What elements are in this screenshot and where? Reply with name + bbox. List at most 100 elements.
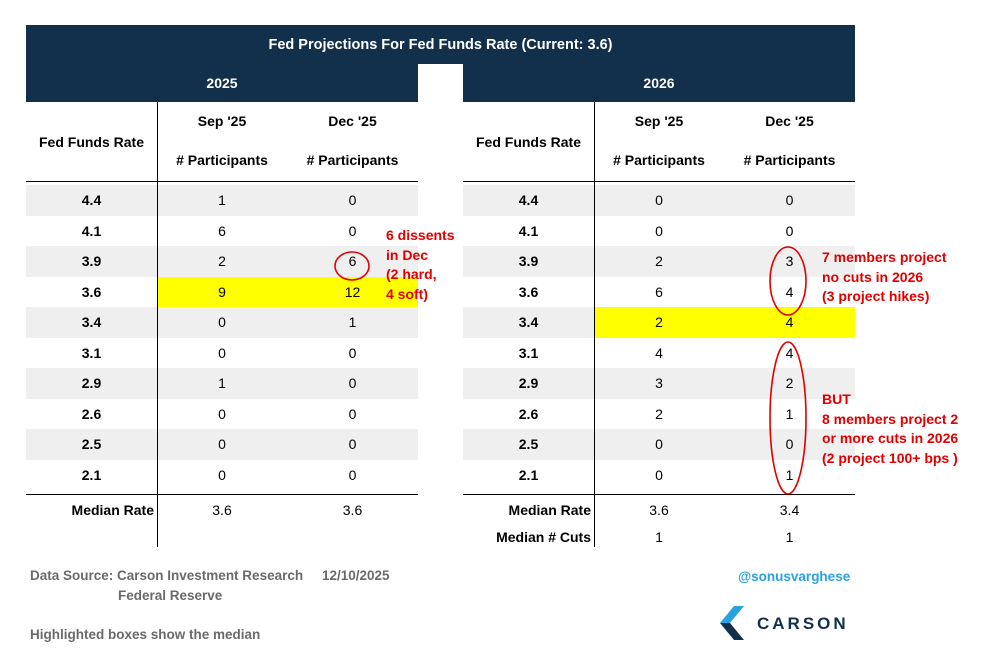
table-row: 3.1 4 4 [463,338,855,369]
rate-cell: 2.6 [81,405,102,422]
sep-month-label: Sep '25 [197,113,247,129]
median-rate-label: Median Rate [508,502,591,518]
column-divider [157,102,158,547]
median-rate-dec: 3.4 [779,502,800,518]
table-divider [26,494,418,495]
table-title: Fed Projections For Fed Funds Rate (Curr… [26,25,855,64]
column-divider [594,102,595,547]
sep-participants-cell: 3 [655,375,663,392]
dec-participants-cell: 4 [724,307,855,338]
participants-label: # Participants [743,152,836,168]
table-row: 2.1 0 1 [463,460,855,491]
median-cuts-dec: 1 [785,529,794,545]
annotation-line: 7 members project [822,249,947,265]
table-2025: Fed Funds Rate Sep '25 # Participants De… [26,102,418,552]
annotation-line: no cuts in 2026 [822,268,924,285]
annotation-line: 6 dissents [386,227,455,243]
table-row: 2.5 0 0 [463,429,855,460]
dec-participants-cell: 0 [348,405,357,422]
dec-participants-cell: 0 [785,192,794,209]
dec-participants-cell: 12 [287,276,418,307]
median-rate-dec: 3.6 [342,502,363,518]
sep-participants-cell: 1 [218,192,226,209]
median-cuts-row: Median # Cuts 1 1 [463,523,855,551]
sep-participants-cell: 4 [655,344,663,361]
no-cuts-annotation: 7 members project no cuts in 2026 (3 pro… [822,248,947,307]
rate-cell: 3.4 [518,314,539,331]
annotation-line: 8 members project 2 [822,410,959,427]
median-cuts-sep: 1 [655,529,663,545]
dec-month-label: Dec '25 [328,113,377,129]
sep-participants-cell: 1 [218,375,226,392]
annotation-line: in Dec [386,246,429,263]
rate-cell: 2.5 [81,436,102,453]
annotation-line: 4 soft) [386,285,428,302]
highlight-note: Highlighted boxes show the median [30,627,261,642]
rate-cell: 2.9 [518,375,539,392]
dec-participants-cell: 4 [785,344,794,361]
table-row: 2.9 3 2 [463,368,855,399]
rate-cell: 2.9 [81,375,102,392]
sep-participants-cell: 6 [655,283,663,300]
rate-cell: 2.5 [518,436,539,453]
table-divider [463,494,855,495]
median-rate-label: Median Rate [71,502,154,518]
sep-participants-cell: 2 [594,307,724,338]
cuts-annotation: BUT 8 members project 2 or more cuts in … [822,390,958,468]
table-row: 4.1 6 0 [26,216,418,247]
sep-participants-cell: 0 [218,344,226,361]
table-2026: Fed Funds Rate Sep '25 # Participants De… [463,102,855,552]
dec-month-label: Dec '25 [765,113,814,129]
rate-column-header: Fed Funds Rate [38,134,144,150]
year-header-2026: 2026 [463,64,855,102]
sep-participants-cell: 0 [218,466,226,483]
participants-label: # Participants [306,152,399,168]
rate-cell: 3.1 [81,344,102,361]
date-label: 12/10/2025 [322,568,390,583]
table-row: 3.9 2 6 [26,246,418,277]
dec-participants-cell: 0 [348,466,357,483]
rate-cell: 3.4 [81,314,102,331]
rate-cell: 3.9 [518,253,539,270]
dec-participants-cell: 0 [348,222,357,239]
table-2026-header: Fed Funds Rate Sep '25 # Participants De… [463,102,855,182]
carson-logo-icon [720,606,744,640]
sep-participants-cell: 0 [655,222,663,239]
median-cuts-label: Median # Cuts [496,529,591,545]
dec-participants-cell: 1 [348,314,357,331]
table-2025-header: Fed Funds Rate Sep '25 # Participants De… [26,102,418,182]
sep-participants-cell: 2 [655,253,663,270]
dec-participants-cell: 0 [348,375,357,392]
dec-participants-cell: 0 [785,222,794,239]
sep-column-header: Sep '25 # Participants [157,102,287,182]
table-row: 4.4 1 0 [26,185,418,216]
rate-cell: 3.9 [81,253,102,270]
sep-participants-cell: 2 [218,253,226,270]
rate-cell: 4.4 [518,192,539,209]
table-row: 3.9 2 3 [463,246,855,277]
table-row: 4.1 0 0 [463,216,855,247]
table-row: 3.4 0 1 [26,307,418,338]
dec-column-header: Dec '25 # Participants [724,102,855,182]
table-row: 3.4 2 4 [463,307,855,338]
sep-participants-cell: 6 [218,222,226,239]
table-row: 3.6 6 4 [463,277,855,308]
table-row: 2.9 1 0 [26,368,418,399]
rate-cell: 3.6 [518,283,539,300]
sep-participants-cell: 0 [218,314,226,331]
rate-cell: 3.6 [81,283,102,300]
dec-participants-cell: 0 [348,192,357,209]
sep-participants-cell: 0 [218,436,226,453]
median-rate-sep: 3.6 [212,502,232,518]
annotation-line: (3 project hikes) [822,288,930,304]
rate-cell: 4.1 [518,222,539,239]
rate-cell: 4.1 [81,222,102,239]
rate-cell: 2.6 [518,405,539,422]
table-row: 2.6 2 1 [463,399,855,430]
annotation-line: (2 project 100+ bps ) [822,449,958,466]
sep-column-header: Sep '25 # Participants [594,102,724,182]
sep-month-label: Sep '25 [634,113,684,129]
median-rate-row: Median Rate 3.6 3.4 [463,496,855,524]
table-row: 4.4 0 0 [463,185,855,216]
sep-participants-cell: 0 [655,436,663,453]
